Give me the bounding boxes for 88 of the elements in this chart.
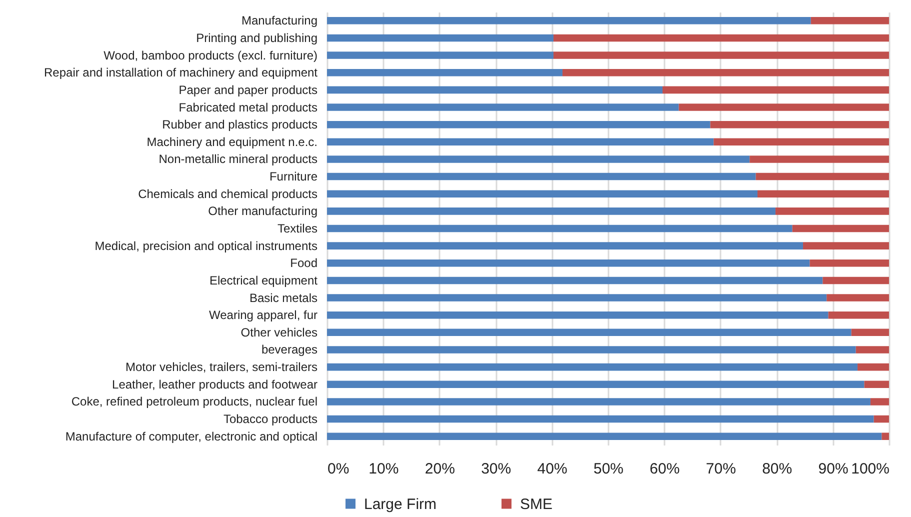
bar xyxy=(750,156,889,163)
x-tick-label: 10% xyxy=(368,460,399,478)
x-tick-label: 40% xyxy=(537,460,568,478)
y-tick-label: Food xyxy=(290,256,318,270)
bar xyxy=(327,415,874,423)
y-tick-label: Coke, refined petroleum products, nuclear fuel xyxy=(71,394,318,409)
y-tick-label: Other vehicles xyxy=(240,325,318,340)
bar xyxy=(756,172,889,180)
y-tick-label: Chemicals and chemical products xyxy=(138,186,318,201)
bar xyxy=(327,311,828,319)
bar xyxy=(810,260,889,267)
bar xyxy=(822,276,889,284)
y-tick-label: Motor vehicles, trailers, semi-trailers xyxy=(125,360,318,374)
y-tick-label: Wearing apparel, fur xyxy=(208,308,318,322)
y-tick-label: Other manufacturing xyxy=(208,204,318,218)
y-tick-label: Printing and publishing xyxy=(196,30,318,45)
bar xyxy=(327,34,554,42)
bar xyxy=(714,138,889,146)
y-tick-label: Medical, precision and optical instruments xyxy=(94,238,318,253)
bar xyxy=(327,398,870,406)
bar xyxy=(856,346,889,354)
x-tick-label: 100% xyxy=(851,460,890,478)
bar xyxy=(327,346,856,354)
x-tick-label: 80% xyxy=(762,460,792,478)
bar xyxy=(327,380,864,388)
bar xyxy=(327,68,562,76)
bar xyxy=(826,294,889,302)
y-tick-label: Wood, bamboo products (excl. furniture) xyxy=(104,48,318,62)
legend-label: Large Firm xyxy=(364,496,437,513)
bar xyxy=(327,208,776,215)
y-tick-label: Basic metals xyxy=(249,290,318,305)
bar xyxy=(803,242,889,250)
y-tick-label: Textiles xyxy=(277,222,318,236)
bar xyxy=(882,432,889,440)
bar xyxy=(327,294,827,302)
bar xyxy=(327,172,756,180)
x-tick-label: 90% xyxy=(818,460,848,478)
legend-label: SME xyxy=(520,496,553,513)
bar xyxy=(858,363,889,371)
bar xyxy=(327,328,852,336)
bar xyxy=(870,398,889,406)
bar xyxy=(327,86,663,94)
bar xyxy=(327,156,750,163)
bar xyxy=(775,208,889,215)
bar xyxy=(810,17,889,24)
bar xyxy=(792,224,889,232)
y-tick-label: Paper and paper products xyxy=(178,82,318,97)
x-tick-label: 20% xyxy=(424,460,455,478)
bar xyxy=(327,276,823,284)
bar xyxy=(327,224,792,232)
bar xyxy=(757,190,889,198)
bar xyxy=(327,432,882,440)
y-tick-label: beverages xyxy=(261,342,318,357)
y-tick-label: Tobacco products xyxy=(223,412,318,426)
bar xyxy=(828,311,889,319)
bar xyxy=(553,52,889,59)
bar xyxy=(678,104,889,111)
y-tick-label: Leather, leather products and footwear xyxy=(112,377,318,392)
bar xyxy=(710,120,889,128)
y-tick-label: Fabricated metal products xyxy=(178,100,318,114)
y-tick-label: Repair and installation of machinery and equipment xyxy=(44,66,318,80)
bar xyxy=(327,260,810,267)
bar xyxy=(327,190,758,198)
y-tick-label: Machinery and equipment n.e.c. xyxy=(146,134,318,149)
x-tick-label: 60% xyxy=(650,460,680,478)
y-tick-label: Manufacture of computer, electronic and optical xyxy=(65,429,318,444)
bar xyxy=(327,363,858,371)
bar xyxy=(553,34,889,42)
y-tick-label: Electrical equipment xyxy=(209,273,318,288)
y-tick-label: Rubber and plastics products xyxy=(162,118,318,132)
x-tick-label: 30% xyxy=(481,460,512,478)
bar xyxy=(327,138,714,146)
bar xyxy=(327,120,710,128)
bar xyxy=(327,104,679,111)
bar xyxy=(327,242,804,250)
y-tick-label: Furniture xyxy=(269,170,318,184)
y-tick-label: Non-metallic mineral products xyxy=(158,152,318,166)
x-tick-label: 70% xyxy=(706,460,736,478)
bar xyxy=(864,380,889,388)
bar xyxy=(662,86,889,94)
bar xyxy=(562,68,889,76)
bar xyxy=(874,415,889,423)
x-tick-label: 50% xyxy=(593,460,624,478)
bar xyxy=(327,52,554,59)
bar xyxy=(851,328,889,336)
x-tick-label: 0% xyxy=(328,460,350,478)
y-tick-label: Manufacturing xyxy=(241,14,318,28)
bar xyxy=(327,17,811,24)
